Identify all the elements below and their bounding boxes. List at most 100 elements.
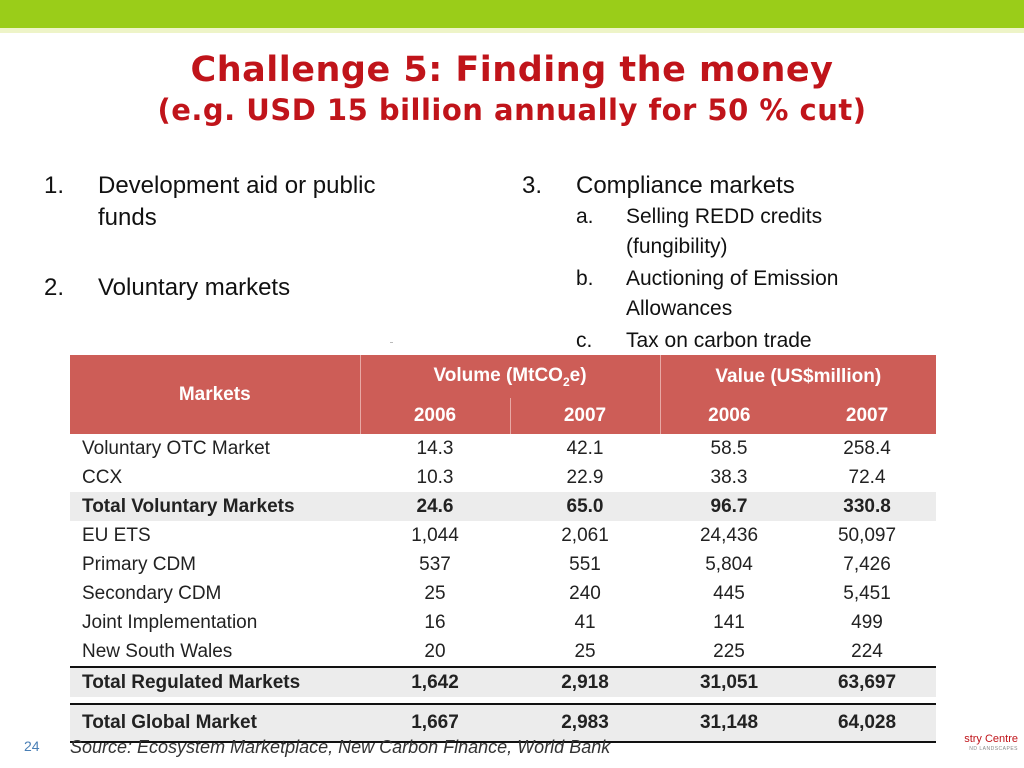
value-2006: 24,436 <box>699 524 759 546</box>
list-number: 1. <box>44 172 65 199</box>
value-2006: 225 <box>713 640 745 662</box>
volume-2006: 25 <box>424 582 446 604</box>
market-name: Total Voluntary Markets <box>70 492 360 521</box>
list-text: Development aid or public funds <box>98 172 376 231</box>
sublist-text: Tax on carbon trade <box>626 329 812 352</box>
year-header: 2006 <box>659 398 799 434</box>
top-accent-bar <box>0 0 1024 28</box>
volume-2007: 240 <box>569 582 601 604</box>
volume-2006: 537 <box>419 553 451 575</box>
volume-2006: 24.6 <box>360 492 510 521</box>
market-name: Voluntary OTC Market <box>82 437 270 459</box>
sublist-letter: b. <box>576 267 594 290</box>
volume-2007: 65.0 <box>510 492 661 521</box>
market-name: Total Regulated Markets <box>70 666 360 697</box>
table-row-total: Total Regulated Markets 1,642 2,918 31,0… <box>70 666 937 697</box>
value-2006: 31,051 <box>660 666 799 697</box>
title-line-2: (e.g. USD 15 billion annually for 50 % c… <box>157 93 867 127</box>
sublist: a. Selling REDD credits (fungibility) b.… <box>576 202 936 356</box>
market-name: Joint Implementation <box>82 611 258 633</box>
table-row: Secondary CDM 25 240 445 5,451 <box>70 579 936 608</box>
volume-2007: 25 <box>574 640 596 662</box>
value-2007: 7,426 <box>843 553 891 575</box>
value-2006: 96.7 <box>660 492 799 521</box>
source-note: Source: Ecosystem Marketplace, New Carbo… <box>70 737 611 757</box>
list-number: 3. <box>522 172 543 199</box>
table-row: Joint Implementation 16 41 141 499 <box>70 608 936 637</box>
market-name: New South Wales <box>82 640 233 662</box>
sublist-letter: a. <box>576 205 594 228</box>
market-name: CCX <box>82 466 123 488</box>
table-row: Primary CDM 537 551 5,804 7,426 <box>70 550 936 579</box>
right-list: 3. Compliance markets a. Selling REDD cr… <box>522 170 942 356</box>
volume-2006: 1,642 <box>360 666 510 697</box>
volume-2007: 551 <box>569 553 601 575</box>
sublist-text: Selling REDD credits (fungibility) <box>626 205 823 258</box>
volume-2006: 10.3 <box>416 466 454 488</box>
title-line-1: Challenge 5: Finding the money <box>190 50 834 90</box>
list-text: Compliance markets <box>576 172 795 199</box>
top-accent-line <box>0 28 1024 33</box>
logo-subtext: ND LANDSCAPES <box>969 746 1018 752</box>
sublist-letter: c. <box>576 329 593 352</box>
table-spacer <box>70 697 937 704</box>
value-header: Value (US$million) <box>659 355 937 398</box>
left-list: 1. Development aid or public funds 2. Vo… <box>44 170 464 308</box>
table-row: EU ETS 1,044 2,061 24,436 50,097 <box>70 521 936 550</box>
year-header: 2007 <box>798 398 937 434</box>
table-row: Voluntary OTC Market 14.3 42.1 58.5 258.… <box>70 434 936 463</box>
list-number: 2. <box>44 274 65 301</box>
value-2007: 330.8 <box>798 492 937 521</box>
value-2007: 72.4 <box>848 466 886 488</box>
volume-2007: 42.1 <box>566 437 604 459</box>
slide-title: Challenge 5: Finding the money (e.g. USD… <box>0 48 1024 128</box>
volume-2006: 20 <box>424 640 446 662</box>
table-row-total: Total Voluntary Markets 24.6 65.0 96.7 3… <box>70 492 937 521</box>
volume-2006: 1,667 <box>360 703 510 743</box>
table-row-global: Total Global Market 1,667 2,983 31,148 6… <box>70 703 937 743</box>
volume-2007: 2,918 <box>510 666 661 697</box>
value-2006: 58.5 <box>710 437 748 459</box>
market-table: Markets Volume (MtCO2e) Value (US$millio… <box>70 355 937 743</box>
sublist-text: Auctioning of Emission Allowances <box>626 267 839 320</box>
market-name: Total Global Market <box>70 703 360 743</box>
value-2007: 64,028 <box>798 703 937 743</box>
value-2006: 38.3 <box>710 466 748 488</box>
volume-2007: 2,061 <box>561 524 609 546</box>
year-header: 2006 <box>359 398 510 434</box>
org-logo: stry Centre ND LANDSCAPES <box>946 733 1018 753</box>
value-2006: 31,148 <box>660 703 799 743</box>
value-2006: 141 <box>713 611 745 633</box>
value-2006: 445 <box>713 582 745 604</box>
volume-2006: 16 <box>424 611 446 633</box>
sublist-item-b: b. Auctioning of Emission Allowances <box>576 264 936 326</box>
value-2007: 258.4 <box>843 437 891 459</box>
market-name: Primary CDM <box>82 553 196 575</box>
market-name: EU ETS <box>82 524 151 546</box>
market-name: Secondary CDM <box>82 582 222 604</box>
table-row: New South Wales 20 25 225 224 <box>70 637 936 667</box>
sublist-item-a: a. Selling REDD credits (fungibility) <box>576 202 936 264</box>
volume-header: Volume (MtCO2e) <box>359 355 661 398</box>
value-2007: 499 <box>851 611 883 633</box>
list-text: Voluntary markets <box>98 274 291 301</box>
volume-2007: 2,983 <box>510 703 661 743</box>
list-item-1: 1. Development aid or public funds <box>44 170 464 242</box>
list-item-2: 2. Voluntary markets <box>44 272 464 308</box>
volume-2006: 1,044 <box>411 524 459 546</box>
markets-header: Markets <box>70 355 360 434</box>
volume-2007: 22.9 <box>566 466 604 488</box>
volume-2007: 41 <box>574 611 596 633</box>
value-2007: 224 <box>851 640 883 662</box>
page-number: 24 <box>24 738 40 754</box>
value-2007: 63,697 <box>798 666 937 697</box>
list-item-3: 3. Compliance markets <box>522 170 942 202</box>
table-row: CCX 10.3 22.9 38.3 72.4 <box>70 463 936 492</box>
value-2007: 50,097 <box>837 524 897 546</box>
decor-mark <box>390 342 393 343</box>
volume-2006: 14.3 <box>416 437 454 459</box>
sublist-item-c: c. Tax on carbon trade <box>576 326 936 356</box>
logo-text: stry Centre <box>964 733 1018 745</box>
year-header: 2007 <box>509 398 661 434</box>
value-2006: 5,804 <box>705 553 753 575</box>
